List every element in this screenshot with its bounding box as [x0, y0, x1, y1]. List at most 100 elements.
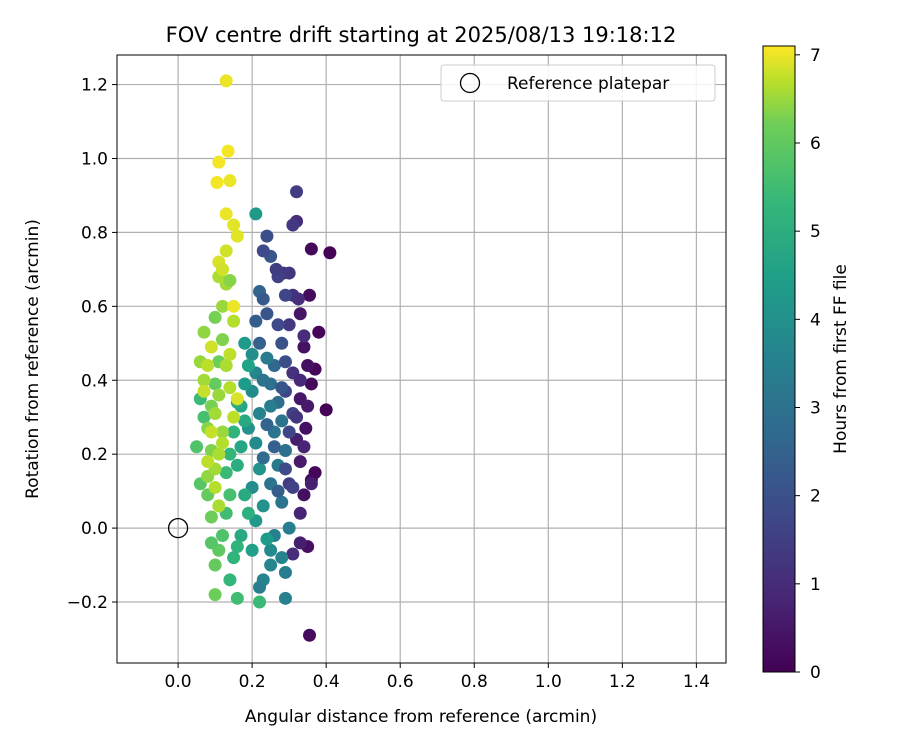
data-point [249, 436, 263, 450]
data-point [197, 410, 211, 424]
data-point [303, 288, 317, 302]
data-point [278, 288, 292, 302]
data-point [278, 462, 292, 476]
data-point [260, 418, 274, 432]
data-point [238, 336, 252, 350]
data-point [253, 595, 267, 609]
colorbar-tick-label: 1 [810, 575, 821, 595]
data-point [216, 333, 230, 347]
data-point [264, 558, 278, 572]
data-point [204, 536, 218, 550]
data-point [204, 510, 218, 524]
data-point [204, 340, 218, 354]
data-point [278, 443, 292, 457]
data-point [190, 440, 204, 454]
data-point [297, 329, 311, 343]
colorbar-ticks: 0 1 2 3 4 5 6 7 [795, 46, 821, 683]
y-tick-label: 0.2 [81, 445, 108, 465]
grid-lines [117, 55, 726, 663]
data-point [253, 407, 267, 421]
data-point [223, 347, 237, 361]
x-tick-label: 0.8 [461, 672, 488, 692]
data-point [238, 414, 252, 428]
data-point [267, 440, 281, 454]
data-point [219, 74, 233, 88]
x-tick-label: 0.0 [165, 672, 192, 692]
data-point [293, 506, 307, 520]
data-point [275, 336, 289, 350]
data-point [304, 377, 318, 391]
x-tick-label: 0.6 [387, 672, 414, 692]
data-point [249, 314, 263, 328]
data-point [230, 540, 244, 554]
data-point [212, 447, 226, 461]
data-point [208, 480, 222, 494]
data-point [323, 246, 337, 260]
data-point [275, 551, 289, 565]
data-point [208, 310, 222, 324]
x-tick-label: 1.0 [535, 672, 562, 692]
data-point [227, 551, 241, 565]
data-point [275, 414, 289, 428]
data-point [208, 407, 222, 421]
y-tick-label: 0.4 [81, 371, 108, 391]
data-point [234, 440, 248, 454]
data-point [282, 318, 296, 332]
data-point [245, 347, 259, 361]
data-point [201, 358, 215, 372]
data-point [297, 440, 311, 454]
data-point [208, 558, 222, 572]
y-tick-label: 0.8 [81, 223, 108, 243]
data-point [197, 373, 211, 387]
data-point [212, 388, 226, 402]
data-point [271, 484, 285, 498]
data-point [301, 399, 315, 413]
y-tick-label: 1.0 [81, 149, 108, 169]
data-point [230, 458, 244, 472]
data-point [293, 307, 307, 321]
data-point [201, 455, 215, 469]
reference-point [167, 517, 189, 539]
data-points [190, 74, 337, 642]
data-point [230, 392, 244, 406]
data-point [260, 351, 274, 365]
data-point [216, 299, 230, 313]
y-tick-label: −0.2 [67, 593, 108, 613]
colorbar-tick-label: 0 [810, 663, 821, 683]
data-point [230, 591, 244, 605]
y-axis-label: Rotation from reference (arcmin) [23, 219, 43, 499]
data-point [223, 447, 237, 461]
legend-box [440, 64, 716, 102]
data-point [212, 155, 226, 169]
data-point [304, 477, 318, 491]
data-point [299, 421, 313, 435]
data-point [219, 207, 233, 221]
data-point [223, 488, 237, 502]
data-point [256, 373, 270, 387]
data-point [253, 462, 267, 476]
legend-label: Reference platepar [507, 74, 669, 94]
data-point [286, 547, 300, 561]
colorbar-tick-label: 3 [810, 398, 821, 418]
data-point [282, 425, 296, 439]
data-point [297, 488, 311, 502]
data-point [216, 528, 230, 542]
data-point [290, 410, 304, 424]
data-point [219, 244, 233, 258]
data-point [238, 377, 252, 391]
chart-title: FOV centre drift starting at 2025/08/13 … [166, 23, 677, 47]
data-point [212, 499, 226, 513]
data-point [219, 466, 233, 480]
data-point [208, 588, 222, 602]
data-point [286, 218, 300, 232]
y-tick-label: 0.0 [81, 519, 108, 539]
data-point [290, 185, 304, 199]
colorbar-tick-label: 5 [810, 222, 821, 242]
colorbar-tick-label: 6 [810, 134, 821, 154]
data-point [216, 425, 230, 439]
data-point [253, 580, 267, 594]
data-point [256, 451, 270, 465]
data-point [223, 573, 237, 587]
colorbar-tick-label: 2 [810, 487, 821, 507]
